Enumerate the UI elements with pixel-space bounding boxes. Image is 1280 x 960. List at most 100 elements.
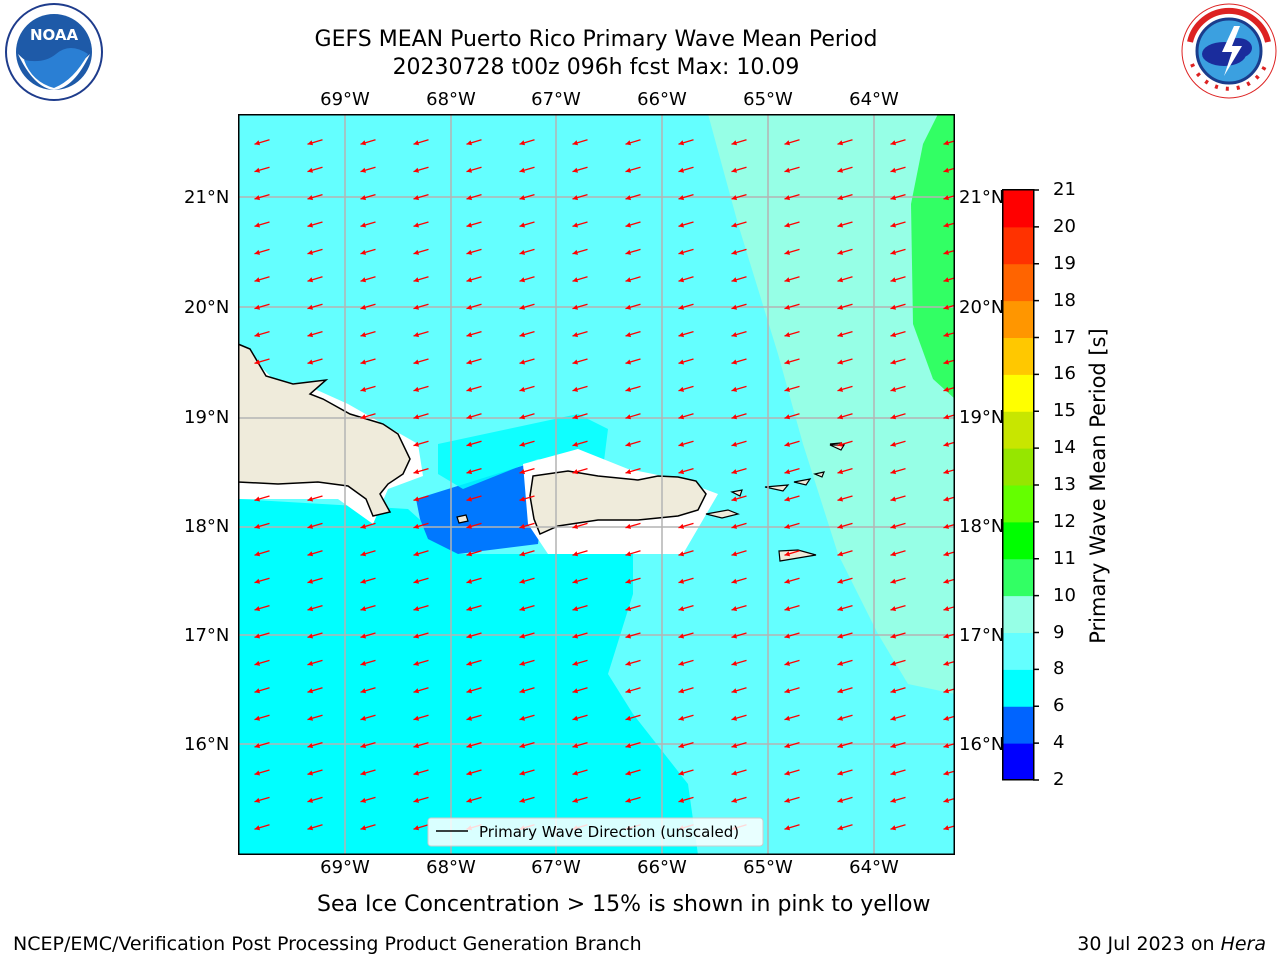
date-text: 30 Jul 2023 on [1077,933,1221,955]
land-culebra [730,489,743,497]
wave-arrow-head [837,606,844,612]
wave-direction-arrows [254,139,955,831]
wave-arrow-head [572,688,579,694]
wave-arrow-head [360,386,367,392]
colorbar-segment [1003,300,1033,338]
wave-arrow-head [784,797,791,803]
wave-arrow-head [943,688,950,694]
wave-arrow-head [678,715,685,721]
wave-arrow-head [572,523,579,529]
date-stamp: 30 Jul 2023 on Hera [1077,933,1266,955]
colorbar-tick-label: 12 [1053,510,1076,532]
wave-arrow-head [625,222,632,228]
period-fill-10-11 [911,114,955,399]
wave-arrow-head [360,332,367,338]
wave-arrow-head [837,715,844,721]
wave-arrow-head [678,797,685,803]
wave-arrow-head [731,770,738,776]
wave-arrow-head [254,359,261,365]
wave-arrow-head [413,715,420,721]
wave-arrow-head [413,359,420,365]
wave-arrow-head [837,578,844,584]
wave-arrow-head [678,551,685,557]
wave-arrow-head [254,304,261,310]
wave-arrow-head [519,688,526,694]
colorbar-tick-label: 2 [1053,769,1065,790]
wave-arrow-head [784,606,791,612]
wave-arrow-head [943,523,950,529]
wave-arrow-head [519,195,526,201]
wave-arrow-head [837,633,844,639]
wave-arrow-head [466,578,473,584]
wave-arrow-head [625,660,632,666]
colorbar-tick-label: 4 [1053,732,1065,754]
wave-arrow-head [572,606,579,612]
wave-arrow-head [466,222,473,228]
colorbar-segment [1003,448,1033,486]
wave-arrow-head [519,660,526,666]
wave-arrow-head [784,825,791,831]
wave-arrow-head [943,551,950,557]
wave-arrow-head [519,277,526,283]
lat-tick-right-20: 20°N [959,297,1005,318]
colorbar-tick-label: 10 [1053,584,1076,606]
wave-arrow-head [413,469,420,475]
colorbar-segment [1003,485,1033,523]
wave-arrow-head [413,606,420,612]
lon-tick-top-64: 64°W [849,89,899,110]
wave-arrow-head [466,496,473,502]
land-vieques [705,509,740,519]
wave-arrow-head [360,140,367,146]
wave-arrow-head [625,715,632,721]
title-line-2: 20230728 t00z 096h fcst Max: 10.09 [392,55,800,80]
wave-arrow-head [360,195,367,201]
land-virgin-gorda [813,471,825,478]
wave-arrow-head [572,140,579,146]
wave-arrow-head [943,715,950,721]
wave-arrow-head [837,195,844,201]
wave-arrow-head [360,825,367,831]
wave-arrow-head [678,195,685,201]
wave-arrow-head [413,523,420,529]
wave-arrow-head [837,743,844,749]
wave-arrow-head [784,743,791,749]
wave-arrow-head [254,825,261,831]
colorbar-segment [1003,669,1033,707]
wave-arrow-head [466,606,473,612]
wave-arrow-head [254,606,261,612]
wave-arrow-head [254,140,261,146]
land-st-thomas [764,484,790,492]
wave-arrow-head [678,469,685,475]
wave-arrow-head [731,441,738,447]
wave-arrow-head [307,140,314,146]
wave-arrow-head [413,770,420,776]
colorbar-tick-label: 21 [1053,179,1076,200]
wave-arrow-head [943,167,950,173]
lat-tick-left-20: 20°N [184,297,230,318]
wave-arrow-head [943,332,950,338]
wave-arrow-head [731,496,738,502]
lon-tick-bottom-64: 64°W [849,857,899,878]
wave-arrow-head [678,332,685,338]
wave-arrow-head [943,140,950,146]
lat-tick-right-18: 18°N [959,516,1005,537]
wave-arrow-head [519,414,526,420]
wave-arrow-head [466,688,473,694]
wave-arrow-head [678,414,685,420]
wave-arrow-head [519,551,526,557]
wave-arrow-head [307,660,314,666]
wave-arrow-head [413,140,420,146]
wave-arrow-head [254,551,261,557]
wave-arrow-head [625,797,632,803]
wave-arrow-head [731,222,738,228]
wave-arrow-head [254,578,261,584]
wave-arrow-head [731,167,738,173]
wave-arrow-head [519,167,526,173]
wave-arrow-head [678,249,685,255]
wave-arrow-head [360,715,367,721]
wave-arrow-head [466,140,473,146]
wave-arrow-head [837,332,844,338]
wave-arrow-head [625,743,632,749]
wave-arrow-head [731,140,738,146]
wave-arrow-head [731,332,738,338]
